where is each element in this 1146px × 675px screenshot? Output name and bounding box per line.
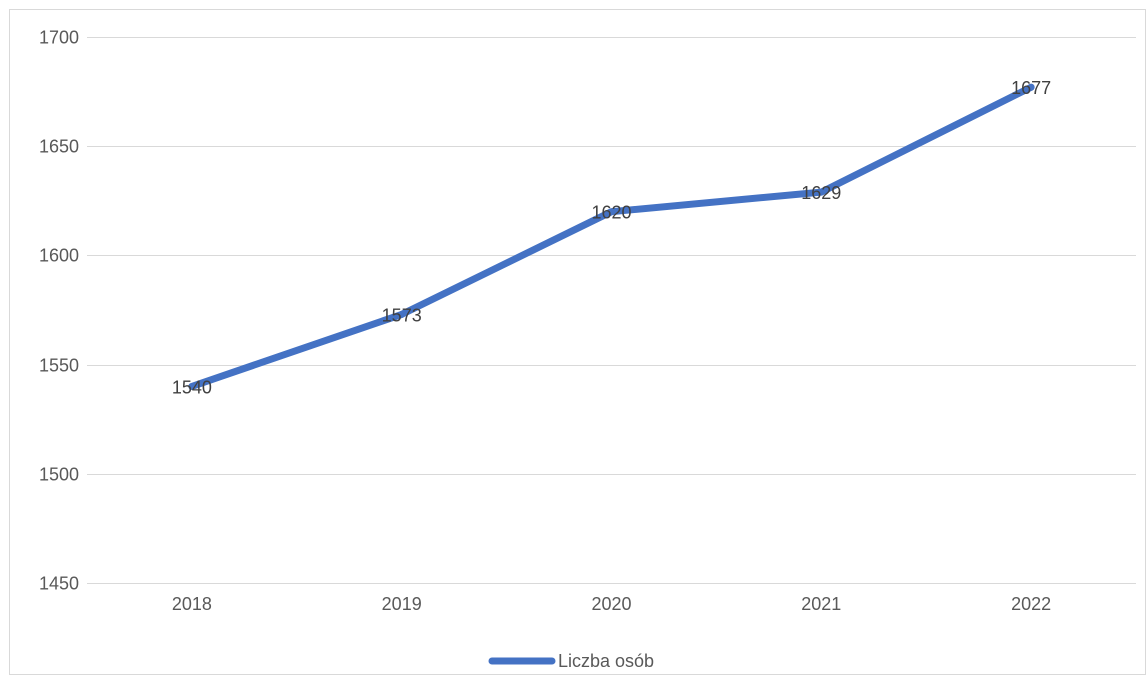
- y-tick-label-1500: 1500: [39, 465, 79, 485]
- y-tick-label-1650: 1650: [39, 137, 79, 157]
- legend-label-liczba-osob: Liczba osób: [558, 651, 654, 671]
- y-tick-label-1700: 1700: [39, 28, 79, 48]
- chart-frame: [9, 9, 1146, 675]
- data-label-2020: 1620: [591, 203, 631, 223]
- data-point-2019: [398, 310, 406, 318]
- y-tick-label-1450: 1450: [39, 574, 79, 594]
- x-tick-label-2021: 2021: [801, 594, 841, 614]
- x-tick-label-2018: 2018: [172, 594, 212, 614]
- y-tick-label-1600: 1600: [39, 246, 79, 266]
- x-tick-label-2019: 2019: [382, 594, 422, 614]
- data-label-2021: 1629: [801, 183, 841, 203]
- data-label-2018: 1540: [172, 377, 212, 397]
- x-axis-tick-labels: 2018 2019 2020 2021 2022: [172, 594, 1051, 614]
- legend[interactable]: Liczba osób: [488, 651, 654, 671]
- data-labels: 1540 1573 1620 1629 1677: [172, 78, 1051, 397]
- y-axis-tick-labels: 1450 1500 1550 1600 1650 1700: [39, 28, 79, 594]
- y-tick-label-1550: 1550: [39, 356, 79, 376]
- data-point-2021: [817, 188, 825, 196]
- x-tick-label-2022: 2022: [1011, 594, 1051, 614]
- data-label-2019: 1573: [382, 305, 422, 325]
- gridlines: [87, 37, 1136, 584]
- data-point-2022: [1027, 83, 1035, 91]
- data-label-2022: 1677: [1011, 78, 1051, 98]
- series-line-0: [188, 83, 1035, 390]
- series-layer: [188, 83, 1035, 390]
- x-tick-label-2020: 2020: [591, 594, 631, 614]
- data-point-2018: [188, 382, 196, 390]
- data-point-2020: [608, 208, 615, 216]
